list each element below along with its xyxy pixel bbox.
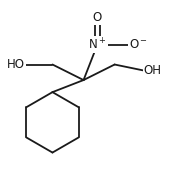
Text: OH: OH — [144, 64, 162, 77]
Text: HO: HO — [7, 58, 25, 71]
Text: O: O — [93, 11, 102, 24]
Text: O$^-$: O$^-$ — [129, 38, 148, 51]
Text: N$^+$: N$^+$ — [88, 37, 107, 52]
